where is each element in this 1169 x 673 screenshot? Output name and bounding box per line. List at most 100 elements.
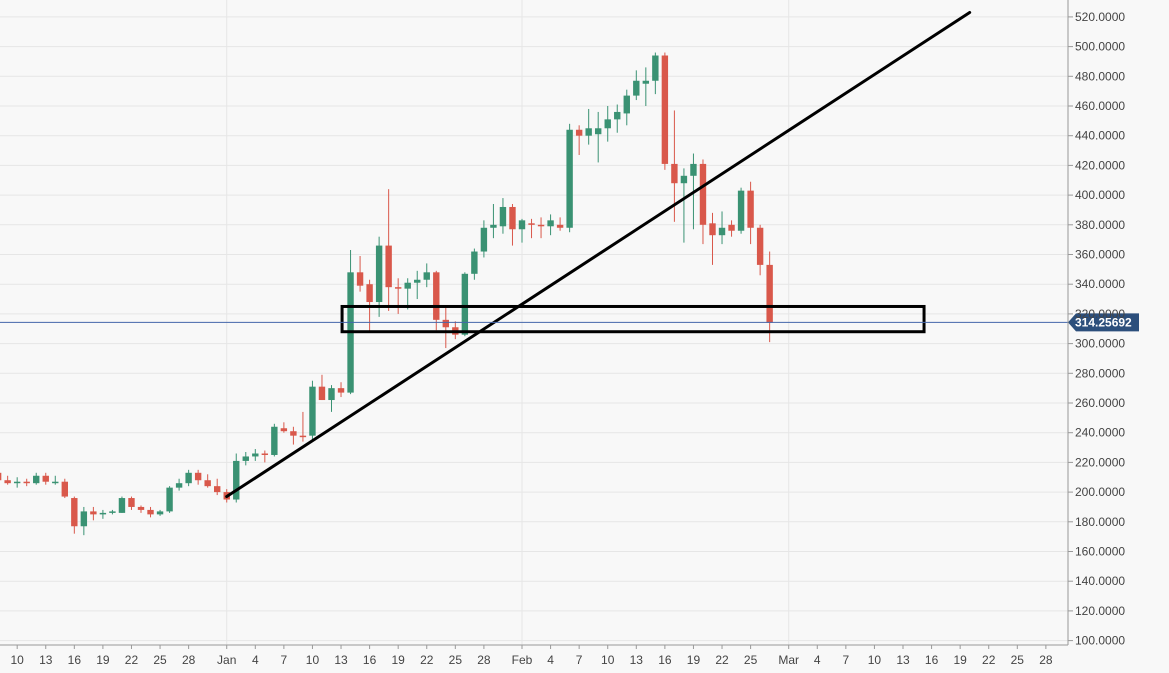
- x-tick-label: 7: [576, 653, 583, 667]
- candle: [661, 52, 669, 170]
- candle-body: [423, 272, 430, 280]
- candle-body: [471, 251, 478, 274]
- candle-body: [194, 472, 202, 481]
- candle: [566, 123, 573, 233]
- candle: [490, 204, 497, 239]
- x-tick-label: 25: [449, 653, 463, 667]
- x-tick-label: 4: [547, 653, 554, 667]
- candle: [375, 236, 383, 317]
- candle: [61, 478, 68, 499]
- candle: [128, 496, 135, 510]
- candle: [499, 198, 507, 234]
- candle: [185, 469, 192, 487]
- x-tick-label: Mar: [778, 653, 799, 667]
- candle-body: [214, 486, 221, 493]
- x-tick-label: 22: [982, 653, 996, 667]
- y-tick-label: 240.0000: [1075, 426, 1125, 440]
- x-tick-label: 22: [420, 653, 434, 667]
- candle: [99, 509, 107, 519]
- candle-body: [204, 480, 211, 487]
- candle: [737, 187, 745, 234]
- candle: [156, 509, 164, 516]
- candle: [175, 478, 183, 491]
- candle-body: [99, 512, 107, 515]
- candle: [423, 263, 430, 288]
- y-tick-label: 200.0000: [1075, 485, 1125, 499]
- candle: [633, 70, 640, 101]
- candle: [385, 189, 392, 311]
- y-tick-label: 320.0000: [1075, 307, 1125, 321]
- candle: [556, 217, 564, 231]
- candle: [0, 472, 2, 481]
- x-tick-label: 10: [601, 653, 615, 667]
- candle-body: [175, 483, 183, 488]
- x-tick-label: 25: [153, 653, 167, 667]
- x-tick-label: 13: [39, 653, 53, 667]
- candle: [547, 214, 554, 236]
- x-tick-label: 7: [281, 653, 288, 667]
- candle: [604, 106, 611, 142]
- candle: [518, 218, 526, 243]
- y-tick-label: 460.0000: [1075, 99, 1125, 113]
- candle-body: [537, 224, 545, 227]
- candle: [680, 168, 688, 243]
- last-price-label: 314.25692: [1075, 315, 1132, 329]
- candle-body: [261, 453, 269, 455]
- candle: [42, 472, 49, 485]
- candle: [471, 248, 478, 280]
- x-tick-label: 28: [1039, 653, 1053, 667]
- candle: [652, 52, 659, 95]
- candle-body: [366, 284, 373, 303]
- candle-body: [404, 282, 411, 289]
- candle-body: [595, 128, 602, 135]
- x-tick-label: 16: [658, 653, 672, 667]
- x-tick-label: 13: [334, 653, 348, 667]
- candle: [414, 270, 421, 300]
- candle: [109, 509, 116, 515]
- candle: [318, 374, 326, 401]
- candle-body: [337, 388, 345, 393]
- drawing-layer: [225, 10, 972, 499]
- candle: [433, 270, 440, 331]
- candle: [204, 474, 211, 488]
- x-tick-label: Feb: [512, 653, 533, 667]
- candle-body: [185, 472, 192, 484]
- candle: [271, 423, 278, 457]
- x-tick-label: 13: [896, 653, 910, 667]
- candle: [52, 475, 59, 485]
- x-tick-label: 4: [252, 653, 259, 667]
- y-tick-label: 340.0000: [1075, 277, 1125, 291]
- candle: [461, 272, 469, 337]
- candle-body: [4, 480, 11, 484]
- candle-body: [442, 319, 449, 328]
- candle-body: [556, 224, 564, 228]
- candle-body: [71, 498, 78, 527]
- x-tick-label: 16: [925, 653, 939, 667]
- candle: [299, 411, 307, 442]
- candle-body: [0, 472, 2, 481]
- candle: [595, 111, 602, 163]
- x-tick-label: 16: [68, 653, 82, 667]
- y-tick-label: 160.0000: [1075, 545, 1125, 559]
- candle-body: [756, 227, 764, 265]
- x-tick-label: 22: [125, 653, 139, 667]
- y-tick-label: 420.0000: [1075, 158, 1125, 172]
- candle-body: [280, 428, 288, 432]
- y-tick-label: 400.0000: [1075, 188, 1125, 202]
- candle-body: [690, 163, 697, 176]
- candle-body: [490, 224, 497, 228]
- x-tick-label: 4: [814, 653, 821, 667]
- candle-body: [499, 206, 507, 227]
- candle: [13, 477, 21, 488]
- x-tick-label: 7: [843, 653, 850, 667]
- candle-body: [766, 264, 773, 323]
- candle: [290, 426, 297, 445]
- x-tick-label: 13: [630, 653, 644, 667]
- candle-body: [299, 435, 307, 438]
- y-tick-label: 480.0000: [1075, 69, 1125, 83]
- candle-body: [271, 426, 278, 455]
- y-tick-label: 300.0000: [1075, 337, 1125, 351]
- candle-body: [623, 95, 630, 114]
- y-tick-label: 260.0000: [1075, 396, 1125, 410]
- candle: [242, 452, 249, 466]
